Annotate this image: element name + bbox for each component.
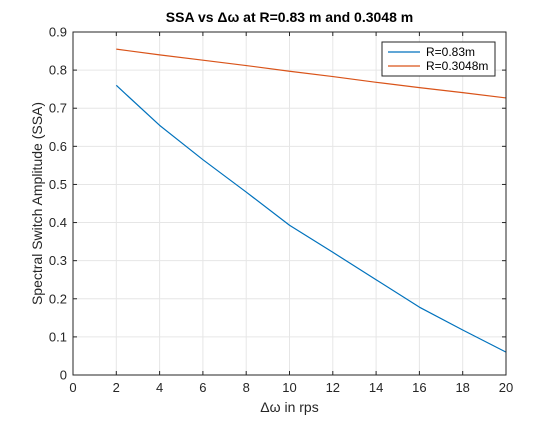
legend: R=0.83m R=0.3048m bbox=[381, 41, 496, 77]
y-tick-label: 0.8 bbox=[49, 63, 67, 78]
y-tick-label: 0.6 bbox=[49, 139, 67, 154]
y-tick-label: 0.9 bbox=[49, 25, 67, 40]
chart-title: SSA vs Δω at R=0.83 m and 0.3048 m bbox=[166, 9, 413, 25]
series-line-r03048 bbox=[116, 48, 507, 99]
y-tick-label: 0.2 bbox=[49, 291, 67, 306]
x-tick-label: 14 bbox=[369, 380, 383, 395]
x-tick-label: 2 bbox=[113, 380, 120, 395]
x-tick-label: 0 bbox=[69, 380, 76, 395]
series-lines bbox=[115, 48, 507, 353]
x-tick-label: 6 bbox=[199, 380, 206, 395]
x-tick-label: 10 bbox=[282, 380, 296, 395]
x-tick-label: 4 bbox=[156, 380, 163, 395]
y-tick-label: 0 bbox=[60, 368, 67, 383]
x-tick-label: 16 bbox=[412, 380, 426, 395]
y-tick-label: 0.5 bbox=[49, 177, 67, 192]
y-tick-label: 0.4 bbox=[49, 215, 67, 230]
y-tick-label: 0.3 bbox=[49, 253, 67, 268]
x-tick-label: 20 bbox=[499, 380, 513, 395]
legend-label-r083: R=0.83m bbox=[426, 45, 475, 59]
x-axis-title: Δω in rps bbox=[260, 399, 318, 415]
x-axis-ticks: 0 2 4 6 8 10 12 14 16 18 20 bbox=[69, 32, 513, 395]
x-tick-label: 12 bbox=[326, 380, 340, 395]
legend-box bbox=[381, 41, 496, 77]
legend-label-r03048: R=0.3048m bbox=[426, 59, 488, 73]
y-tick-label: 0.7 bbox=[49, 101, 67, 116]
y-axis-title: Spectral Switch Amplitude (SSA) bbox=[29, 102, 45, 305]
x-tick-label: 8 bbox=[243, 380, 250, 395]
y-axis-ticks: 0 0.1 0.2 0.3 0.4 0.5 0.6 0.7 0.8 0.9 bbox=[49, 25, 506, 383]
x-tick-label: 18 bbox=[455, 380, 469, 395]
y-tick-label: 0.1 bbox=[49, 329, 67, 344]
series-line-r083 bbox=[115, 84, 507, 353]
